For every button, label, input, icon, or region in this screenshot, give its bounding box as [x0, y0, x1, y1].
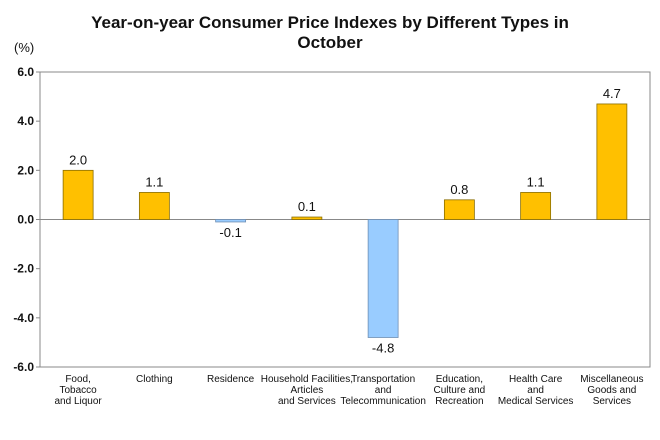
- chart-title-line1: Year-on-year Consumer Price Indexes by D…: [91, 13, 569, 32]
- category-label: Residence: [207, 374, 255, 385]
- category-label: Clothing: [136, 374, 173, 385]
- category-label: Medical Services: [498, 396, 574, 407]
- category-label: Telecommunication: [340, 396, 426, 407]
- category-label: Goods and: [587, 385, 636, 396]
- data-label: 1.1: [145, 174, 163, 189]
- data-label: 0.1: [298, 199, 316, 214]
- category-label: Miscellaneous: [580, 374, 643, 385]
- chart-title-line2: October: [297, 33, 363, 52]
- category-label: Health Care: [509, 374, 563, 385]
- category-label: Household Facilities,: [261, 374, 353, 385]
- bar: [62, 169, 94, 220]
- y-tick-label: -4.0: [13, 311, 34, 325]
- data-label: 0.8: [450, 182, 468, 197]
- bar: [291, 216, 323, 220]
- bar: [215, 219, 247, 223]
- category-label: Transportation: [351, 374, 415, 385]
- category-label: and: [375, 385, 392, 396]
- y-tick-label: 4.0: [17, 114, 34, 128]
- category-label: Education,: [436, 374, 483, 385]
- y-tick-label: -2.0: [13, 262, 34, 276]
- data-label: 4.7: [603, 86, 621, 101]
- y-tick-label: 0.0: [17, 213, 34, 227]
- category-label: Recreation: [435, 396, 483, 407]
- category-label: Articles: [290, 385, 323, 396]
- bar: [138, 192, 170, 220]
- data-label: -0.1: [219, 225, 241, 240]
- category-label: Food,: [65, 374, 91, 385]
- y-unit-label: (%): [14, 40, 35, 55]
- category-label: Services: [593, 396, 631, 407]
- category-label: and Services: [278, 396, 336, 407]
- data-label: 2.0: [69, 152, 87, 167]
- data-label: 1.1: [527, 174, 545, 189]
- bar: [367, 219, 399, 338]
- bar: [520, 192, 552, 220]
- category-label: and: [527, 385, 544, 396]
- category-label: Tobacco: [60, 385, 98, 396]
- y-tick-label: 2.0: [17, 163, 34, 177]
- bar: [443, 199, 475, 220]
- category-label: Culture and: [434, 385, 486, 396]
- category-label: and Liquor: [54, 396, 102, 407]
- y-tick-label: 6.0: [17, 65, 34, 79]
- y-tick-label: -6.0: [13, 360, 34, 374]
- bar: [596, 103, 628, 220]
- data-label: -4.8: [372, 341, 394, 356]
